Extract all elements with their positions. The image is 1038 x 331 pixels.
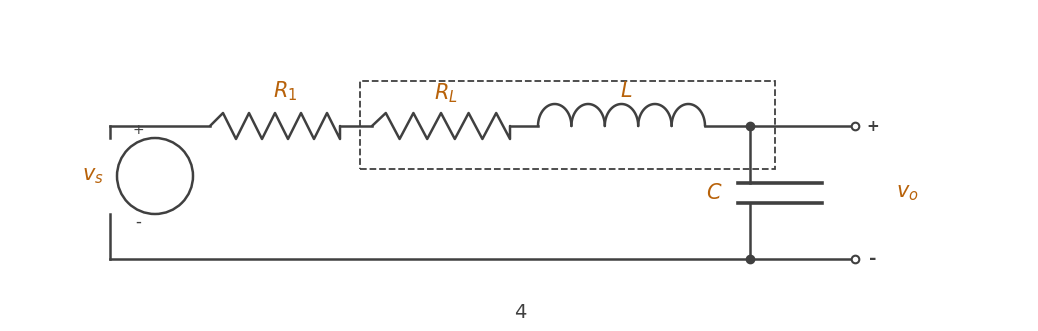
Text: -: - [135, 213, 141, 231]
Text: $C$: $C$ [707, 182, 723, 203]
Text: +: + [132, 123, 144, 137]
Text: $R_1$: $R_1$ [273, 79, 297, 103]
Text: $R_L$: $R_L$ [434, 81, 458, 105]
Text: +: + [867, 118, 879, 133]
Text: $L$: $L$ [621, 81, 633, 101]
Text: $v_s$: $v_s$ [82, 166, 104, 186]
Text: -: - [869, 250, 877, 268]
Text: $v_o$: $v_o$ [896, 182, 919, 203]
Text: 4: 4 [514, 304, 526, 322]
Bar [360, 81, 775, 169]
